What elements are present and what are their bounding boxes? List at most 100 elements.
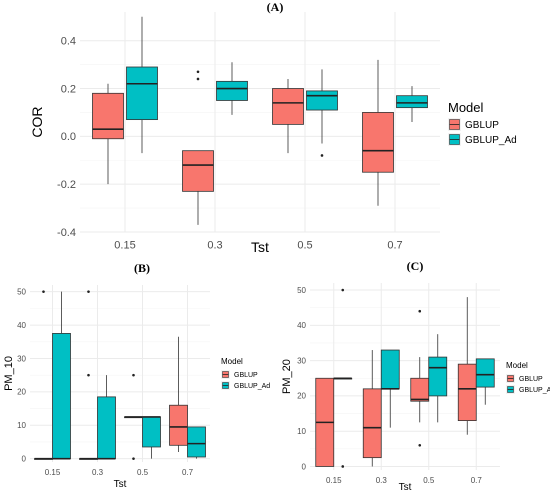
y-tick-label: -0.4 bbox=[57, 227, 76, 239]
outlier-point bbox=[196, 77, 200, 81]
y-axis-label: PM_10 bbox=[3, 356, 15, 391]
y-tick-label: 40 bbox=[297, 321, 306, 330]
box-body bbox=[216, 80, 248, 101]
box-gblup-0.7 bbox=[457, 297, 477, 435]
box-gblup-ad-0.3 bbox=[97, 375, 116, 460]
box-body bbox=[457, 363, 477, 422]
legend-item-label: GBLUP_Ad bbox=[234, 383, 270, 390]
box-body bbox=[272, 88, 304, 125]
box-gblup-ad-0.7 bbox=[187, 426, 206, 459]
box-gblup-0.7 bbox=[362, 59, 394, 206]
outlier-point bbox=[341, 465, 345, 468]
x-tick-label: 0.7 bbox=[387, 240, 402, 252]
legend: Model GBLUP GBLUP_Ad bbox=[221, 357, 270, 390]
y-tick-label: 0.2 bbox=[61, 83, 76, 95]
y-tick-label: 20 bbox=[17, 388, 26, 397]
legend-item-label: GBLUP_Ad bbox=[465, 135, 517, 146]
box-gblup-0.3 bbox=[182, 70, 214, 225]
y-tick-label: 50 bbox=[17, 287, 26, 296]
x-axis-label: Tst bbox=[399, 482, 412, 493]
y-tick-label: 20 bbox=[297, 392, 306, 401]
box-gblup-ad-0.3 bbox=[380, 349, 400, 428]
legend-item-label: GBLUP bbox=[519, 376, 543, 383]
box-gblup-0.5 bbox=[272, 78, 304, 154]
box-gblup-ad-0.3 bbox=[216, 62, 248, 115]
x-tick-label: 0.5 bbox=[297, 240, 312, 252]
legend-title: Model bbox=[448, 100, 484, 115]
box-body bbox=[52, 333, 71, 460]
y-tick-label: 40 bbox=[17, 321, 26, 330]
y-tick-label: 0 bbox=[302, 462, 307, 471]
x-tick-label: 0.5 bbox=[423, 476, 435, 485]
y-tick-label: -0.2 bbox=[57, 179, 76, 191]
box-gblup-0.5 bbox=[124, 373, 143, 460]
outlier-point bbox=[418, 309, 422, 313]
box-gblup-ad-0.5 bbox=[306, 69, 338, 157]
box-body bbox=[410, 377, 430, 402]
outlier-point bbox=[87, 373, 90, 377]
outlier-point bbox=[42, 290, 45, 293]
box-body bbox=[362, 388, 382, 459]
x-tick-label: 0.7 bbox=[471, 476, 483, 485]
chart-panel-3: (C) 0 10 20 30 40 50 0.15 0.3 0.5 0.7 Tst PM_20 Model… bbox=[281, 259, 550, 493]
box-body bbox=[362, 112, 394, 173]
box-gblup-0.3 bbox=[362, 350, 382, 467]
outlier-point bbox=[320, 154, 324, 157]
legend-title: Model bbox=[221, 357, 243, 366]
box-body bbox=[182, 150, 214, 192]
legend: Model GBLUP GBLUP_Ad bbox=[506, 361, 550, 394]
box-body bbox=[306, 90, 338, 111]
box-body bbox=[169, 404, 188, 446]
x-tick-label: 0.7 bbox=[182, 468, 194, 477]
panel-title: (A) bbox=[267, 0, 284, 14]
box-body bbox=[475, 358, 495, 388]
box-gblup-0.15 bbox=[92, 83, 124, 185]
box-body bbox=[97, 396, 116, 460]
outlier-point bbox=[132, 457, 135, 460]
y-axis-label: PM_20 bbox=[281, 359, 293, 394]
outlier-point bbox=[132, 373, 135, 377]
y-tick-label: 0 bbox=[22, 454, 27, 463]
box-body bbox=[142, 416, 161, 448]
box-gblup-ad-0.5 bbox=[428, 334, 448, 423]
box-body bbox=[187, 426, 206, 458]
chart-panel-2: (B) 0 10 20 30 40 50 0.15 0.3 0.5 0.7 Tst PM_10 Model… bbox=[3, 261, 270, 490]
chart-panel-1: (A) -0.4 -0.2 0.0 0.2 0.4 0.15 0.3 0.5 0.7 Tst COR M… bbox=[29, 0, 517, 255]
box-body bbox=[428, 356, 448, 397]
box-body bbox=[126, 66, 158, 121]
y-tick-label: 30 bbox=[17, 354, 26, 363]
box-body bbox=[380, 349, 400, 390]
x-axis-label: Tst bbox=[251, 239, 269, 255]
legend-item-label: GBLUP_Ad bbox=[519, 387, 550, 394]
box-gblup-ad-0.7 bbox=[396, 86, 428, 122]
legend: Model GBLUP GBLUP_Ad bbox=[448, 100, 517, 146]
y-tick-label: 50 bbox=[297, 286, 306, 295]
box-gblup-ad-0.15 bbox=[52, 291, 71, 460]
outlier-point bbox=[196, 70, 200, 74]
box-gblup-0.15 bbox=[315, 377, 335, 467]
outlier-point bbox=[341, 288, 345, 292]
outlier-point bbox=[87, 290, 90, 293]
x-tick-label: 0.5 bbox=[137, 468, 149, 477]
box-gblup-ad-0.15 bbox=[126, 16, 158, 154]
box-body bbox=[396, 95, 428, 109]
box-body bbox=[92, 92, 124, 140]
outlier-point bbox=[418, 444, 422, 447]
x-tick-label: 0.3 bbox=[92, 468, 104, 477]
panel-title: (B) bbox=[134, 261, 150, 275]
legend-title: Model bbox=[506, 361, 528, 370]
box-gblup-0.7 bbox=[169, 336, 188, 452]
x-tick-label: 0.15 bbox=[326, 476, 342, 485]
y-tick-label: 10 bbox=[297, 427, 306, 436]
x-tick-label: 0.3 bbox=[376, 476, 388, 485]
y-axis-label: COR bbox=[29, 106, 45, 137]
x-axis-label: Tst bbox=[114, 479, 127, 490]
x-tick-label: 0.15 bbox=[45, 468, 61, 477]
legend-item-label: GBLUP bbox=[234, 372, 258, 379]
y-tick-label: 10 bbox=[17, 421, 26, 430]
y-tick-label: 0.4 bbox=[61, 36, 76, 48]
panel-title: (C) bbox=[407, 259, 424, 273]
box-gblup-ad-0.7 bbox=[475, 358, 495, 405]
y-tick-label: 0.0 bbox=[61, 131, 76, 143]
